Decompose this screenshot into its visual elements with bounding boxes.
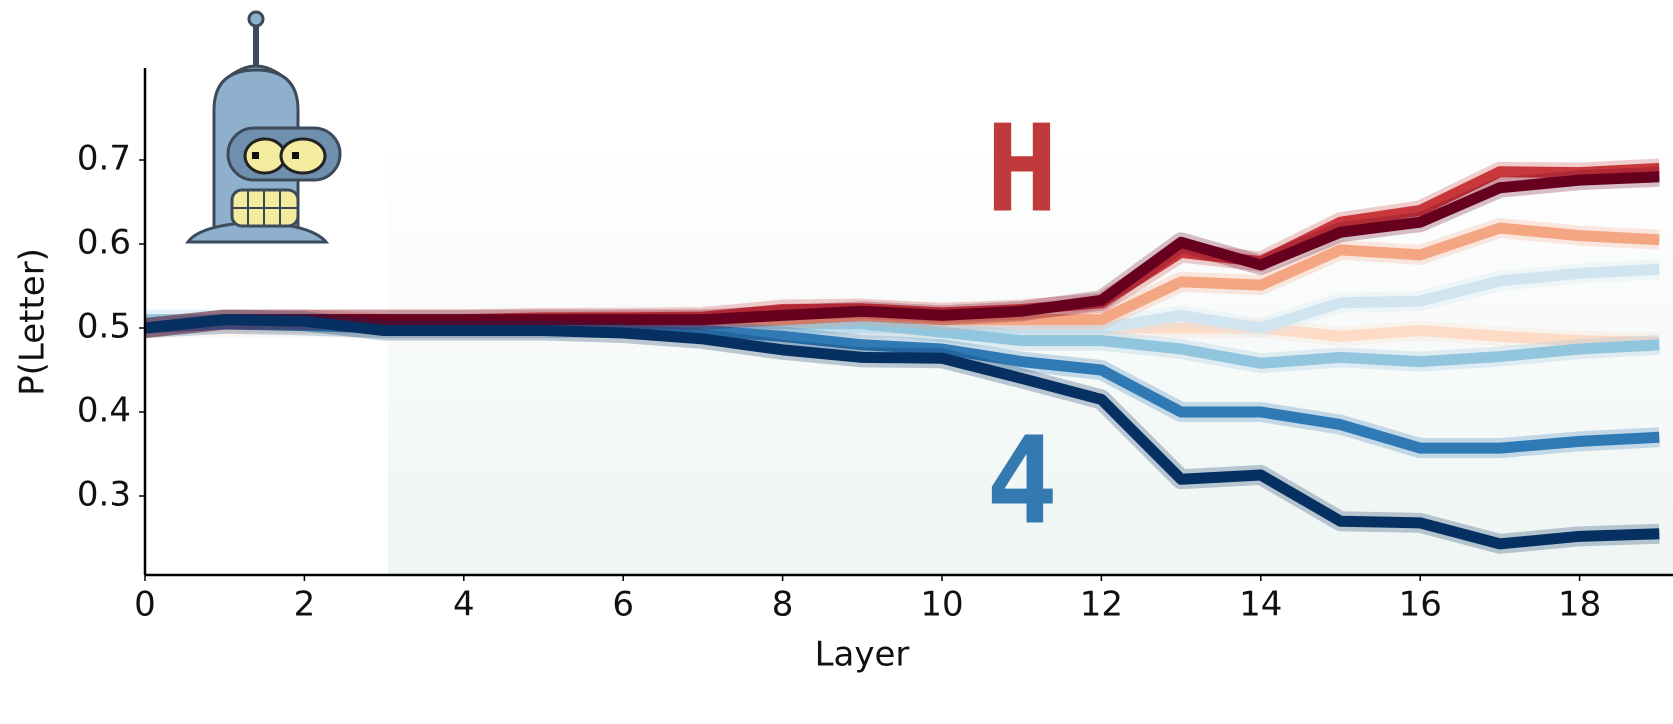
line (144, 314, 1660, 550)
x-tick-label: 12 (1080, 585, 1123, 625)
robot-icon (185, 10, 342, 244)
x-tick-label: 0 (134, 585, 156, 625)
x-tick-label: 18 (1558, 585, 1601, 625)
y-tick-label: 0.7 (77, 139, 131, 179)
x-axis-label: Layer (815, 635, 910, 675)
y-tick-label: 0.5 (77, 307, 131, 347)
x-tick-label: 4 (453, 585, 475, 625)
annotation: 4 (986, 413, 1058, 552)
x-tick-label: 6 (612, 585, 634, 625)
y-tick-label: 0.3 (77, 475, 131, 515)
x-tick-label: 2 (294, 585, 316, 625)
y-tick-label: 0.6 (77, 223, 131, 263)
x-tick-label: 10 (920, 585, 963, 625)
x-tick-label: 16 (1399, 585, 1442, 625)
y-tick-label: 0.4 (77, 391, 131, 431)
x-tick-label: 8 (772, 585, 794, 625)
x-tick-label: 14 (1239, 585, 1282, 625)
y-axis-label: P(Letter) (13, 248, 53, 396)
annotation: H (986, 101, 1058, 240)
line (144, 171, 1660, 334)
plot-area (143, 158, 1660, 554)
